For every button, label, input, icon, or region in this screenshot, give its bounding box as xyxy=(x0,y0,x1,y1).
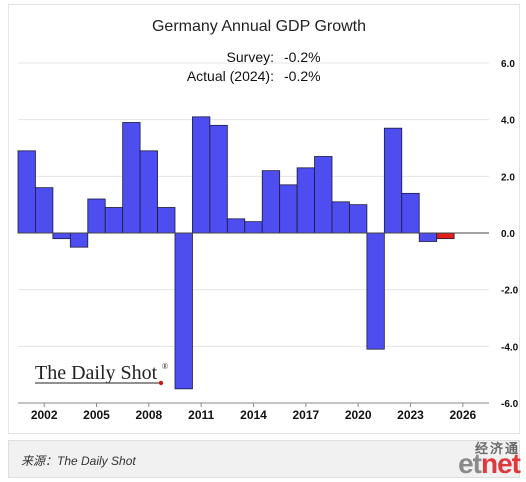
gdp-bar-2006 xyxy=(104,207,124,234)
y-tick-label: -4.0 xyxy=(501,342,519,353)
gdp-bar-2005 xyxy=(87,198,106,234)
x-tick-label: 2017 xyxy=(292,408,319,422)
gdp-bar-2018 xyxy=(314,156,333,234)
y-tick-label: -2.0 xyxy=(501,286,519,297)
chart-card: 6.0 4.0 2.0 0.0 -2.0 -4.0 -6.0 2002 2005 2008 2011… xyxy=(8,4,520,434)
x-tick-label: 2026 xyxy=(449,408,476,422)
gdp-bar-2003 xyxy=(52,232,71,240)
logo-text: The Daily Shot xyxy=(35,362,158,384)
gdp-bar-2004 xyxy=(69,232,89,248)
brand-net: net xyxy=(481,448,521,479)
etnet-logo: etnet xyxy=(458,448,521,479)
gdp-bar-2017 xyxy=(296,167,315,234)
brand-et: et xyxy=(458,448,482,479)
chart-title: Germany Annual GDP Growth xyxy=(152,18,366,35)
x-tick-label: 2002 xyxy=(31,408,58,422)
gdp-bar-2010 xyxy=(174,232,193,390)
x-tick-label: 2011 xyxy=(188,408,214,422)
y-tick-label: 6.0 xyxy=(501,59,515,70)
gdp-bar-2023 xyxy=(401,192,420,234)
gdp-bar-2019 xyxy=(331,201,350,234)
logo-dot xyxy=(158,380,164,386)
x-tick-label: 2008 xyxy=(135,408,162,422)
x-tick-label: 2014 xyxy=(240,408,267,422)
survey-label: Survey: xyxy=(227,49,274,65)
x-tick-label: 2020 xyxy=(345,408,372,422)
y-tick-label: 0.0 xyxy=(501,229,515,240)
x-tick-label: 2023 xyxy=(397,408,424,422)
gdp-bar-2012 xyxy=(209,124,228,234)
daily-shot-logo: The Daily Shot ® xyxy=(35,362,168,386)
y-tick-label: 4.0 xyxy=(501,116,515,127)
gdp-bar-highlight-2025 xyxy=(436,232,455,240)
gdp-bar-2014 xyxy=(244,221,263,234)
source-bar: 来源：The Daily Shot xyxy=(8,440,520,478)
y-tick-label: 2.0 xyxy=(501,172,515,183)
gdp-bar-chart: 6.0 4.0 2.0 0.0 -2.0 -4.0 -6.0 2002 2005 2008 2011… xyxy=(17,18,519,422)
gdp-bar-2002 xyxy=(35,187,54,234)
survey-value: -0.2% xyxy=(284,49,321,65)
gdp-bar-2013 xyxy=(226,218,246,234)
gdp-bar-2001 xyxy=(17,150,36,234)
gdp-bar-2016 xyxy=(279,184,298,234)
gdp-bar-2009 xyxy=(157,207,176,234)
actual-label: Actual (2024): xyxy=(187,68,274,84)
source-text: 来源：The Daily Shot xyxy=(21,454,136,468)
gdp-bar-2007 xyxy=(122,122,141,234)
gdp-bar-2021 xyxy=(366,232,385,350)
gdp-bar-2008 xyxy=(139,150,158,234)
y-tick-label: -6.0 xyxy=(501,399,519,410)
actual-value: -0.2% xyxy=(284,68,321,84)
gdp-bar-2015 xyxy=(261,170,281,234)
logo-registered-mark: ® xyxy=(162,362,168,371)
gdp-bar-2024 xyxy=(418,232,438,242)
gdp-bar-2020 xyxy=(349,204,368,234)
gdp-bar-2022 xyxy=(383,127,403,234)
brand-chinese: 经济通 xyxy=(474,441,520,456)
gdp-bar-2011 xyxy=(192,116,211,234)
x-tick-label: 2005 xyxy=(83,408,110,422)
